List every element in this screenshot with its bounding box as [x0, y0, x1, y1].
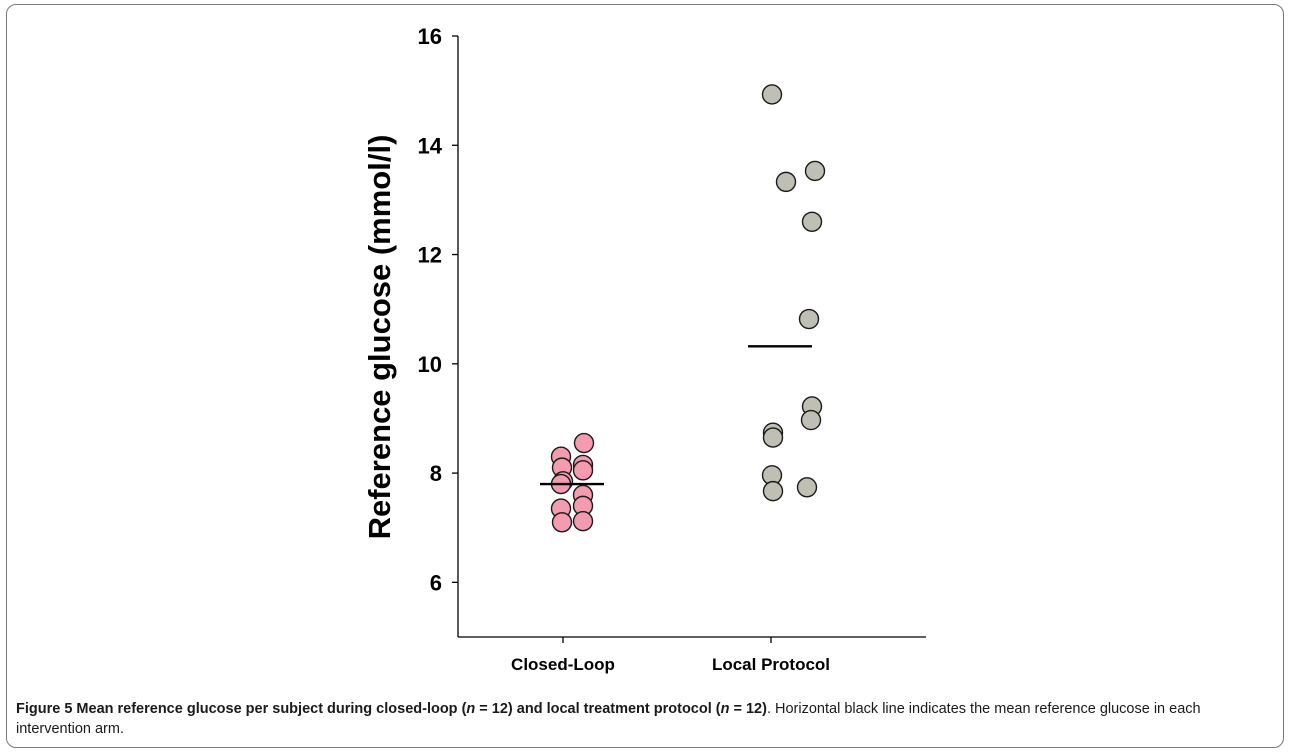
caption-rest: . Horizontal black line indicates the me…	[16, 701, 1201, 737]
data-point	[761, 84, 783, 105]
data-point	[775, 171, 797, 193]
x-tick-label: Closed-Loop	[511, 655, 615, 674]
data-points	[550, 84, 826, 533]
data-point	[762, 427, 784, 448]
data-point	[801, 211, 823, 232]
y-tick-label: 14	[418, 133, 443, 158]
data-point	[551, 512, 573, 533]
x-tick-label: Local Protocol	[712, 655, 830, 674]
y-tick-label: 16	[418, 24, 442, 49]
y-axis-label: Reference glucose (mmol/l)	[362, 135, 397, 540]
y-tick-label: 10	[418, 352, 442, 377]
data-point	[798, 308, 820, 330]
figure-frame	[6, 4, 1284, 748]
y-tick-label: 12	[418, 243, 442, 268]
y-ticks: 6 8 10 12 14 16	[418, 24, 458, 595]
caption-lead: Figure 5 Mean reference glucose per subj…	[16, 701, 767, 717]
data-point	[572, 510, 594, 532]
data-point	[573, 432, 595, 454]
data-point	[804, 160, 826, 182]
mean-lines	[540, 345, 812, 486]
x-ticks: Closed-Loop Local Protocol	[511, 637, 830, 674]
data-point	[796, 477, 818, 498]
figure-caption: Figure 5 Mean reference glucose per subj…	[16, 699, 1278, 739]
scatter-chart: Reference glucose (mmol/l) 6 8 10 12 14 16 Cl…	[362, 24, 926, 674]
y-tick-label: 8	[430, 461, 442, 486]
data-point	[800, 409, 822, 431]
data-point	[762, 480, 784, 502]
y-tick-label: 6	[430, 570, 442, 595]
data-point	[572, 460, 594, 481]
